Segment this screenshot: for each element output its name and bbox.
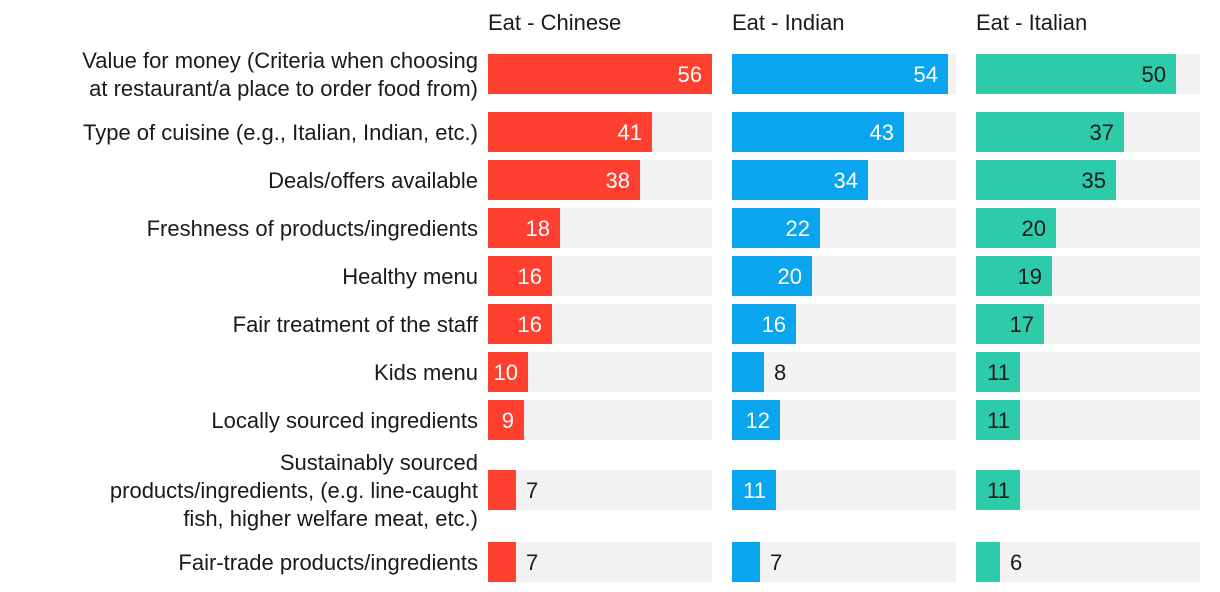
bar-2-6	[976, 352, 1020, 392]
bar-0-6	[488, 352, 528, 392]
category-label-2: Deals/offers available	[268, 168, 478, 193]
bar-value-2-1: 37	[1090, 120, 1114, 145]
bar-0-2	[488, 160, 640, 200]
bar-value-1-4: 20	[778, 264, 802, 289]
category-label-1: Type of cuisine (e.g., Italian, Indian, …	[83, 120, 478, 145]
bar-value-2-7: 11	[987, 408, 1010, 433]
bar-value-1-2: 34	[834, 168, 858, 193]
bar-value-1-7: 12	[746, 408, 770, 433]
bar-0-4	[488, 256, 552, 296]
bar-value-2-8: 11	[987, 478, 1010, 503]
bar-value-1-1: 43	[870, 120, 894, 145]
bar-value-2-6: 11	[987, 360, 1010, 385]
bar-2-2	[976, 160, 1116, 200]
category-label-3: Freshness of products/ingredients	[147, 216, 478, 241]
bar-value-0-1: 41	[618, 120, 642, 145]
bar-value-1-3: 22	[786, 216, 810, 241]
bar-1-3	[732, 208, 820, 248]
bar-track-1-6	[732, 352, 956, 392]
bar-1-7	[732, 400, 780, 440]
bar-1-2	[732, 160, 868, 200]
bar-value-2-2: 35	[1082, 168, 1106, 193]
category-label-8-line-1: products/ingredients, (e.g. line-caught	[110, 478, 478, 503]
bar-0-7	[488, 400, 524, 440]
bar-value-2-4: 19	[1018, 264, 1042, 289]
bar-1-5	[732, 304, 796, 344]
series-header-2: Eat - Italian	[976, 10, 1087, 35]
bar-value-0-4: 16	[518, 264, 542, 289]
category-label-9: Fair-trade products/ingredients	[178, 550, 478, 575]
bar-value-2-0: 50	[1142, 62, 1166, 87]
bar-1-1	[732, 112, 904, 152]
category-label-0-line-0: Value for money (Criteria when choosing	[82, 48, 478, 73]
bar-track-0-8	[488, 470, 712, 510]
bar-0-1	[488, 112, 652, 152]
category-label-8-line-0: Sustainably sourced	[280, 450, 478, 475]
bar-2-8	[976, 470, 1020, 510]
series-header-0: Eat - Chinese	[488, 10, 621, 35]
bar-track-0-7	[488, 400, 712, 440]
bar-value-2-9: 6	[1010, 550, 1022, 575]
bar-value-0-2: 38	[606, 168, 630, 193]
bar-2-1	[976, 112, 1124, 152]
bar-value-0-7: 9	[502, 408, 514, 433]
bar-2-4	[976, 256, 1052, 296]
bar-value-0-0: 56	[678, 62, 702, 87]
series-header-1: Eat - Indian	[732, 10, 845, 35]
bar-2-9	[976, 542, 1000, 582]
bar-0-5	[488, 304, 552, 344]
category-label-7: Locally sourced ingredients	[211, 408, 478, 433]
bar-value-0-8: 7	[526, 478, 538, 503]
bar-value-0-6: 10	[494, 360, 518, 385]
bar-2-3	[976, 208, 1056, 248]
category-label-0-line-1: at restaurant/a place to order food from…	[89, 76, 478, 101]
category-label-8-line-2: fish, higher welfare meat, etc.)	[183, 506, 478, 531]
category-label-5: Fair treatment of the staff	[233, 312, 479, 337]
bar-value-0-3: 18	[526, 216, 550, 241]
bar-value-0-9: 7	[526, 550, 538, 575]
bar-1-0	[732, 54, 948, 94]
bar-1-8	[732, 470, 776, 510]
bar-value-2-3: 20	[1022, 216, 1046, 241]
bar-2-0	[976, 54, 1176, 94]
bar-track-1-9	[732, 542, 956, 582]
bar-1-9	[732, 542, 760, 582]
bar-0-8	[488, 470, 516, 510]
bar-2-7	[976, 400, 1020, 440]
bar-value-1-6: 8	[774, 360, 786, 385]
bar-value-1-9: 7	[770, 550, 782, 575]
bar-0-0	[488, 54, 712, 94]
bar-0-3	[488, 208, 560, 248]
bar-value-1-5: 16	[762, 312, 786, 337]
bar-value-1-8: 11	[743, 478, 766, 503]
bar-track-0-9	[488, 542, 712, 582]
bar-0-9	[488, 542, 516, 582]
category-label-4: Healthy menu	[342, 264, 478, 289]
bar-value-1-0: 54	[914, 62, 938, 87]
category-label-6: Kids menu	[374, 360, 478, 385]
bar-value-0-5: 16	[518, 312, 542, 337]
bar-1-6	[732, 352, 764, 392]
bar-2-5	[976, 304, 1044, 344]
bar-track-2-9	[976, 542, 1200, 582]
bar-value-2-5: 17	[1010, 312, 1034, 337]
bar-1-4	[732, 256, 812, 296]
